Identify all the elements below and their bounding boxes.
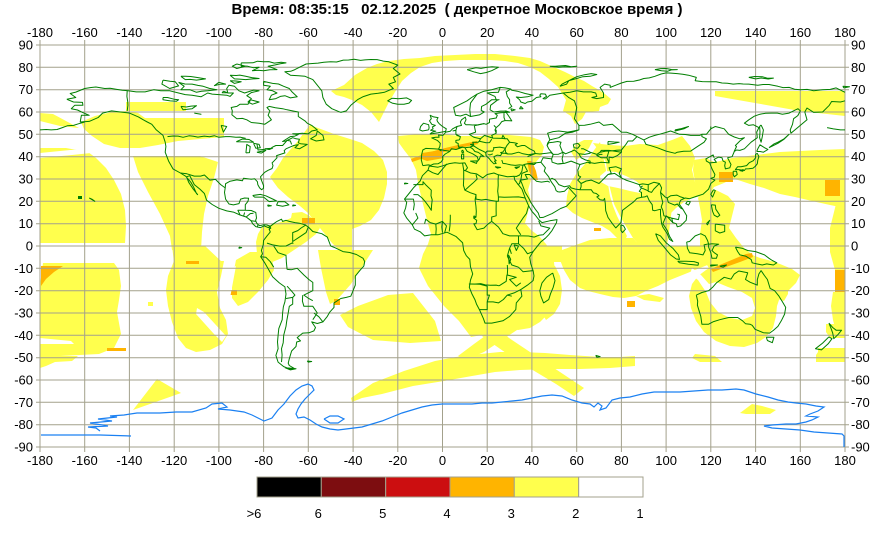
svg-text:180: 180 xyxy=(834,453,856,468)
svg-text:60: 60 xyxy=(569,453,583,468)
svg-text:-80: -80 xyxy=(14,417,33,432)
svg-text:-40: -40 xyxy=(851,328,870,343)
svg-text:-180: -180 xyxy=(27,453,53,468)
svg-text:0: 0 xyxy=(26,239,33,254)
svg-text:40: 40 xyxy=(525,453,539,468)
svg-text:-80: -80 xyxy=(254,453,273,468)
svg-text:-70: -70 xyxy=(14,395,33,410)
svg-text:-50: -50 xyxy=(14,350,33,365)
svg-text:-80: -80 xyxy=(254,25,273,40)
svg-text:-10: -10 xyxy=(14,261,33,276)
svg-text:-100: -100 xyxy=(206,453,232,468)
svg-text:120: 120 xyxy=(700,25,722,40)
svg-text:-60: -60 xyxy=(14,373,33,388)
svg-text:-10: -10 xyxy=(851,261,870,276)
svg-text:40: 40 xyxy=(851,149,865,164)
svg-text:-20: -20 xyxy=(14,283,33,298)
svg-text:-100: -100 xyxy=(206,25,232,40)
svg-text:70: 70 xyxy=(851,82,865,97)
svg-text:10: 10 xyxy=(851,216,865,231)
svg-text:-90: -90 xyxy=(851,440,870,455)
svg-text:30: 30 xyxy=(19,172,33,187)
svg-text:-60: -60 xyxy=(299,25,318,40)
svg-text:160: 160 xyxy=(789,453,811,468)
svg-text:-40: -40 xyxy=(344,453,363,468)
svg-text:-180: -180 xyxy=(27,25,53,40)
svg-text:-60: -60 xyxy=(851,373,870,388)
svg-text:0: 0 xyxy=(439,25,446,40)
svg-text:6: 6 xyxy=(315,506,322,521)
svg-text:120: 120 xyxy=(700,453,722,468)
svg-text:-40: -40 xyxy=(344,25,363,40)
svg-text:0: 0 xyxy=(439,453,446,468)
svg-text:0: 0 xyxy=(851,239,858,254)
svg-text:-50: -50 xyxy=(851,350,870,365)
svg-text:20: 20 xyxy=(19,194,33,209)
svg-text:-20: -20 xyxy=(388,25,407,40)
svg-text:-20: -20 xyxy=(851,283,870,298)
svg-text:80: 80 xyxy=(851,60,865,75)
svg-text:-70: -70 xyxy=(851,395,870,410)
svg-text:20: 20 xyxy=(851,194,865,209)
svg-text:60: 60 xyxy=(851,105,865,120)
svg-text:-20: -20 xyxy=(388,453,407,468)
svg-text:-30: -30 xyxy=(14,306,33,321)
svg-text:10: 10 xyxy=(19,216,33,231)
svg-text:140: 140 xyxy=(745,453,767,468)
svg-text:80: 80 xyxy=(614,25,628,40)
svg-text:20: 20 xyxy=(480,25,494,40)
svg-text:160: 160 xyxy=(789,25,811,40)
svg-text:30: 30 xyxy=(851,172,865,187)
svg-text:140: 140 xyxy=(745,25,767,40)
svg-text:-120: -120 xyxy=(161,453,187,468)
svg-text:-60: -60 xyxy=(299,453,318,468)
svg-text:50: 50 xyxy=(851,127,865,142)
svg-text:-160: -160 xyxy=(72,453,98,468)
svg-text:4: 4 xyxy=(443,506,450,521)
svg-text:70: 70 xyxy=(19,82,33,97)
svg-text:90: 90 xyxy=(19,38,33,53)
svg-text:20: 20 xyxy=(480,453,494,468)
svg-text:-30: -30 xyxy=(851,306,870,321)
svg-text:5: 5 xyxy=(379,506,386,521)
svg-text:1: 1 xyxy=(636,506,643,521)
svg-text:80: 80 xyxy=(19,60,33,75)
svg-text:100: 100 xyxy=(655,453,677,468)
svg-text:90: 90 xyxy=(851,38,865,53)
svg-text:-120: -120 xyxy=(161,25,187,40)
svg-text:80: 80 xyxy=(614,453,628,468)
svg-text:-160: -160 xyxy=(72,25,98,40)
svg-text:-140: -140 xyxy=(116,25,142,40)
svg-text:50: 50 xyxy=(19,127,33,142)
svg-text:2: 2 xyxy=(572,506,579,521)
svg-text:-80: -80 xyxy=(851,417,870,432)
svg-text:-40: -40 xyxy=(14,328,33,343)
svg-text:40: 40 xyxy=(19,149,33,164)
svg-text:180: 180 xyxy=(834,25,856,40)
svg-text:60: 60 xyxy=(569,25,583,40)
svg-text:3: 3 xyxy=(508,506,515,521)
svg-text:>6: >6 xyxy=(247,506,262,521)
svg-text:-90: -90 xyxy=(14,440,33,455)
svg-text:-140: -140 xyxy=(116,453,142,468)
svg-text:40: 40 xyxy=(525,25,539,40)
svg-text:Время: 08:35:15 02.12.2025: Время: 08:35:15 02.12.2025 ( декретное М… xyxy=(231,1,682,18)
svg-text:60: 60 xyxy=(19,105,33,120)
svg-text:100: 100 xyxy=(655,25,677,40)
